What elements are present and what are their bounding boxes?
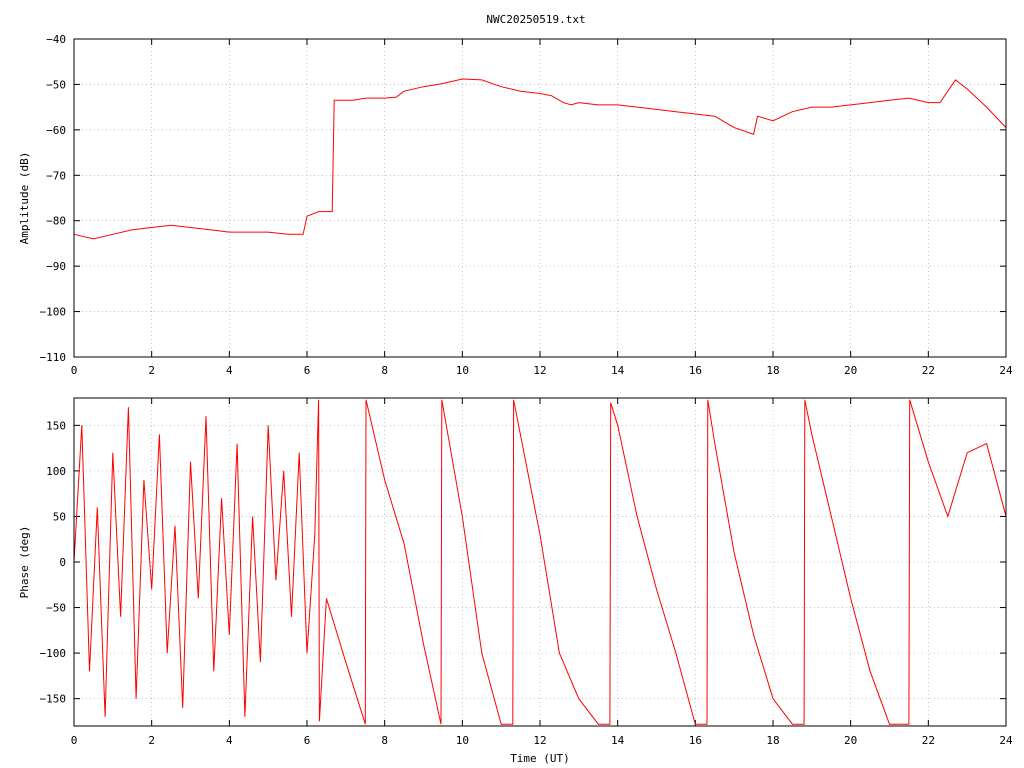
phase-x-tick-label: 8 (381, 734, 388, 747)
amplitude-y-tick-labels: −40 −50 −60 −70 −80 −90 −100 −110 (40, 33, 67, 364)
phase-y-tick-label: −150 (40, 693, 67, 706)
amplitude-x-tick-label: 16 (689, 364, 702, 377)
phase-y-tick-labels: 150 100 50 0 −50 −100 −150 (40, 419, 67, 705)
phase-x-axis-title: Time (UT) (510, 752, 570, 765)
amplitude-y-tick-label: −90 (46, 260, 66, 273)
amplitude-x-tick-labels: 0 2 4 6 8 10 12 14 16 18 20 22 24 (71, 364, 1013, 377)
phase-x-tick-label: 12 (533, 734, 546, 747)
amplitude-y-tick-label: −60 (46, 124, 66, 137)
amplitude-y-tick-label: −80 (46, 215, 66, 228)
amplitude-y-tick-label: −100 (40, 306, 67, 319)
phase-x-tick-label: 4 (226, 734, 233, 747)
amplitude-y-tick-label: −110 (40, 351, 67, 364)
amplitude-x-tick-label: 0 (71, 364, 78, 377)
phase-y-tick-label: 150 (46, 419, 66, 432)
phase-x-tick-label: 14 (611, 734, 625, 747)
amplitude-series-line (73, 78, 1007, 240)
phase-grid (73, 398, 1007, 726)
phase-series-line (73, 399, 1007, 725)
amplitude-y-tick-label: −70 (46, 169, 66, 182)
amplitude-panel: −40−50−60−70−80−90−100−110 0 2 4 6 8 10 12 14 16… (18, 33, 1013, 377)
phase-x-tick-label: 24 (999, 734, 1013, 747)
amplitude-y-tick-label: −50 (46, 78, 66, 91)
amplitude-x-tick-label: 12 (533, 364, 546, 377)
amplitude-plot-frame (73, 38, 1007, 358)
amplitude-x-tick-label: 22 (922, 364, 935, 377)
amplitude-x-tick-label: 14 (611, 364, 625, 377)
phase-x-tick-labels: 0 2 4 6 8 10 12 14 16 18 20 22 24 (71, 734, 1013, 747)
phase-x-tick-label: 18 (766, 734, 779, 747)
phase-plot-frame (73, 397, 1007, 727)
phase-y-tick-label: −100 (40, 647, 67, 660)
phase-y-tick-label: −50 (46, 602, 66, 615)
phase-x-tick-label: 10 (456, 734, 469, 747)
amplitude-x-tick-label: 4 (226, 364, 233, 377)
amplitude-y-axis-title: Amplitude (dB) (18, 152, 31, 245)
amplitude-y-tick-label: −40 (46, 33, 66, 46)
phase-x-tick-label: 2 (148, 734, 155, 747)
amplitude-x-tick-label: 2 (148, 364, 155, 377)
phase-y-tick-label: 0 (59, 556, 66, 569)
amplitude-x-tick-label: 20 (844, 364, 857, 377)
amplitude-x-tick-label: 6 (304, 364, 311, 377)
amplitude-x-tick-label: 8 (381, 364, 388, 377)
amplitude-x-tick-label: 10 (456, 364, 469, 377)
phase-x-tick-label: 0 (71, 734, 78, 747)
chart-title: NWC20250519.txt (486, 13, 585, 26)
amplitude-grid (73, 38, 1007, 358)
phase-x-tick-label: 20 (844, 734, 857, 747)
phase-x-tick-label: 16 (689, 734, 702, 747)
phase-x-tick-label: 22 (922, 734, 935, 747)
phase-y-tick-label: 100 (46, 465, 66, 478)
phase-x-tick-label: 6 (304, 734, 311, 747)
phase-y-axis-title: Phase (deg) (18, 526, 31, 599)
amplitude-x-tick-label: 18 (766, 364, 779, 377)
amplitude-x-tick-label: 24 (999, 364, 1013, 377)
phase-y-tick-label: 50 (53, 510, 66, 523)
